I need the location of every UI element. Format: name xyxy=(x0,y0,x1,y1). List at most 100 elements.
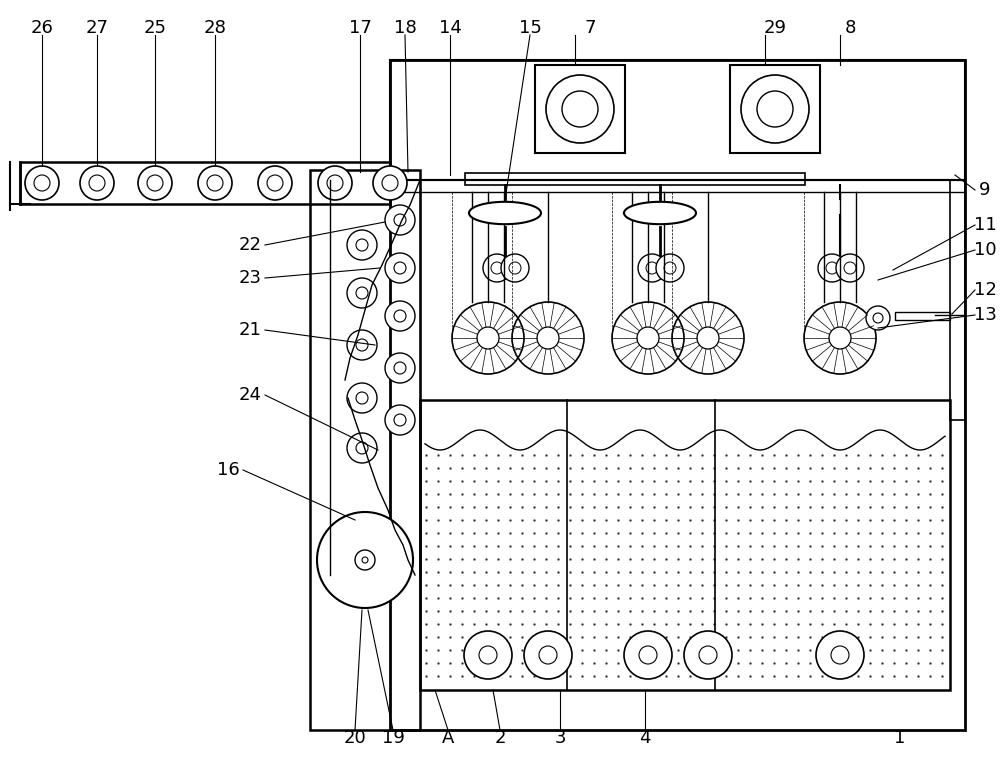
Circle shape xyxy=(816,631,864,679)
Circle shape xyxy=(394,310,406,322)
Circle shape xyxy=(394,414,406,426)
Circle shape xyxy=(327,175,343,191)
Text: 22: 22 xyxy=(239,236,262,254)
Text: 21: 21 xyxy=(239,321,261,339)
Circle shape xyxy=(836,254,864,282)
Text: 19: 19 xyxy=(382,729,404,747)
Circle shape xyxy=(147,175,163,191)
Circle shape xyxy=(356,287,368,299)
Text: 7: 7 xyxy=(584,19,596,37)
Circle shape xyxy=(385,205,415,235)
Circle shape xyxy=(562,91,598,127)
Text: 9: 9 xyxy=(979,181,991,199)
Text: 4: 4 xyxy=(639,729,651,747)
Text: 25: 25 xyxy=(144,19,166,37)
Circle shape xyxy=(267,175,283,191)
Text: 11: 11 xyxy=(974,216,996,234)
Circle shape xyxy=(684,631,732,679)
Bar xyxy=(390,60,965,180)
Circle shape xyxy=(356,339,368,351)
Circle shape xyxy=(873,313,883,323)
Circle shape xyxy=(639,646,657,664)
Circle shape xyxy=(258,166,292,200)
Circle shape xyxy=(757,91,793,127)
Text: 17: 17 xyxy=(349,19,371,37)
Circle shape xyxy=(624,631,672,679)
Circle shape xyxy=(80,166,114,200)
Circle shape xyxy=(638,254,666,282)
Circle shape xyxy=(656,254,684,282)
Circle shape xyxy=(479,646,497,664)
Circle shape xyxy=(356,442,368,454)
Circle shape xyxy=(664,262,676,274)
Circle shape xyxy=(373,166,407,200)
Bar xyxy=(390,60,965,730)
Circle shape xyxy=(483,254,511,282)
Circle shape xyxy=(362,557,368,563)
Text: 1: 1 xyxy=(894,729,906,747)
Bar xyxy=(950,180,965,420)
Bar xyxy=(310,170,420,730)
Text: 26: 26 xyxy=(31,19,53,37)
Circle shape xyxy=(347,433,377,463)
Circle shape xyxy=(347,278,377,308)
Bar xyxy=(535,65,625,153)
Circle shape xyxy=(509,262,521,274)
Circle shape xyxy=(34,175,50,191)
Circle shape xyxy=(539,646,557,664)
Polygon shape xyxy=(624,202,696,224)
Text: 10: 10 xyxy=(974,241,996,259)
Bar xyxy=(895,312,950,320)
Text: 28: 28 xyxy=(204,19,226,37)
Text: 23: 23 xyxy=(239,269,262,287)
Circle shape xyxy=(464,631,512,679)
Circle shape xyxy=(385,405,415,435)
Text: 3: 3 xyxy=(554,729,566,747)
Circle shape xyxy=(524,631,572,679)
Circle shape xyxy=(826,262,838,274)
Circle shape xyxy=(546,75,614,143)
Circle shape xyxy=(198,166,232,200)
Text: 2: 2 xyxy=(494,729,506,747)
Text: 18: 18 xyxy=(394,19,416,37)
Circle shape xyxy=(394,262,406,274)
Bar xyxy=(730,65,820,153)
Text: 27: 27 xyxy=(86,19,108,37)
Circle shape xyxy=(866,306,890,330)
Circle shape xyxy=(646,262,658,274)
Text: 16: 16 xyxy=(217,461,239,479)
Circle shape xyxy=(382,175,398,191)
Circle shape xyxy=(356,392,368,404)
Circle shape xyxy=(385,301,415,331)
Circle shape xyxy=(317,512,413,608)
Circle shape xyxy=(491,262,503,274)
Text: 24: 24 xyxy=(239,386,262,404)
Circle shape xyxy=(347,230,377,260)
Text: 14: 14 xyxy=(439,19,461,37)
Bar xyxy=(465,173,805,185)
Circle shape xyxy=(699,646,717,664)
Text: 29: 29 xyxy=(764,19,786,37)
Circle shape xyxy=(501,254,529,282)
Text: 15: 15 xyxy=(519,19,541,37)
Circle shape xyxy=(25,166,59,200)
Circle shape xyxy=(138,166,172,200)
Text: 13: 13 xyxy=(974,306,996,324)
Circle shape xyxy=(741,75,809,143)
Circle shape xyxy=(394,214,406,226)
Polygon shape xyxy=(469,202,541,224)
Bar xyxy=(20,162,390,204)
Text: 12: 12 xyxy=(974,281,996,299)
Circle shape xyxy=(831,646,849,664)
Circle shape xyxy=(347,383,377,413)
Circle shape xyxy=(207,175,223,191)
Circle shape xyxy=(394,362,406,374)
Circle shape xyxy=(818,254,846,282)
Circle shape xyxy=(355,550,375,570)
Text: 8: 8 xyxy=(844,19,856,37)
Circle shape xyxy=(385,353,415,383)
Text: 20: 20 xyxy=(344,729,366,747)
Text: A: A xyxy=(442,729,454,747)
Circle shape xyxy=(347,330,377,360)
Bar xyxy=(420,400,950,690)
